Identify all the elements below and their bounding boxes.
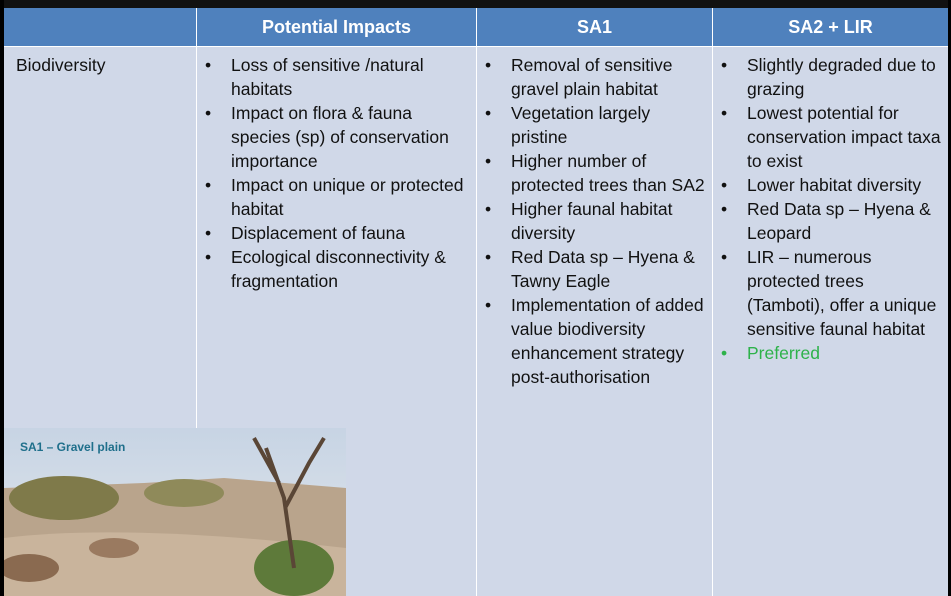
title-bar	[4, 0, 948, 8]
bullet-item: Slightly degraded due to grazing	[721, 53, 942, 101]
bullet-item: Implementation of added value biodiversi…	[485, 293, 706, 389]
table-cell: Slightly degraded due to grazingLowest p…	[713, 47, 948, 596]
bullet-item: Ecological disconnectivity & fragmentati…	[205, 245, 470, 293]
bullet-list: Removal of sensitive gravel plain habita…	[477, 47, 712, 389]
photo	[4, 428, 346, 596]
header-cell: SA1	[477, 8, 712, 46]
bullet-item: LIR – numerous protected trees (Tamboti)…	[721, 245, 942, 341]
slide: Potential Impacts SA1 SA2 + LIR Biodiversit…	[4, 0, 948, 596]
bullet-item: Preferred	[721, 341, 942, 365]
bullet-item: Impact on unique or protected habitat	[205, 173, 470, 221]
header-cell	[4, 8, 196, 46]
bullet-item: Impact on flora & fauna species (sp) of …	[205, 101, 470, 173]
bullet-item: Red Data sp – Hyena & Tawny Eagle	[485, 245, 706, 293]
bullet-item: Lower habitat diversity	[721, 173, 942, 197]
bullet-item: Higher number of protected trees than SA…	[485, 149, 706, 197]
bullet-item: Higher faunal habitat diversity	[485, 197, 706, 245]
bullet-item: Displacement of fauna	[205, 221, 470, 245]
bullet-item: Red Data sp – Hyena & Leopard	[721, 197, 942, 245]
header-cell: Potential Impacts	[197, 8, 476, 46]
bullet-item: Removal of sensitive gravel plain habita…	[485, 53, 706, 101]
bullet-item: Lowest potential for conservation impact…	[721, 101, 942, 173]
photo-caption: SA1 – Gravel plain	[20, 440, 126, 454]
bullet-item: Loss of sensitive /natural habitats	[205, 53, 470, 101]
table-cell: Removal of sensitive gravel plain habita…	[477, 47, 712, 596]
bullet-list: Loss of sensitive /natural habitatsImpac…	[197, 47, 476, 293]
bullet-item: Vegetation largely pristine	[485, 101, 706, 149]
bullet-list: Slightly degraded due to grazingLowest p…	[713, 47, 948, 365]
header-cell: SA2 + LIR	[713, 8, 948, 46]
